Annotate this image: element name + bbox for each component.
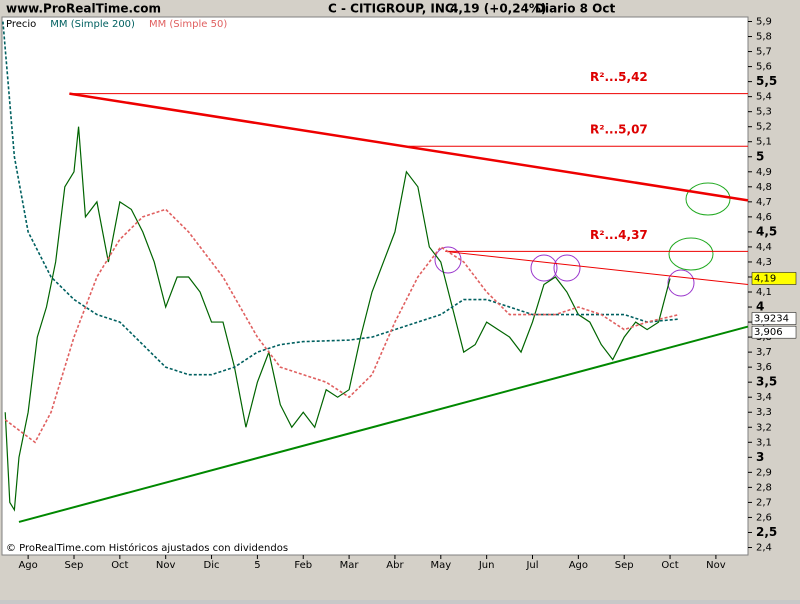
circle — [434, 246, 462, 274]
y-tick-label: 3,3 — [756, 407, 772, 418]
y-tick-label: 3,1 — [756, 437, 772, 448]
annotation: R²...5,42 — [590, 70, 648, 84]
x-tick-label: Ago — [569, 560, 588, 571]
series-line — [4, 126, 671, 512]
x-tick-label: Nov — [156, 560, 176, 571]
quote: 4,19 (+0,24%) — [450, 2, 546, 16]
trend-line — [18, 325, 749, 523]
y-tick-label: 5,7 — [756, 47, 772, 58]
x-tick-label: 5 — [254, 560, 260, 571]
price-tag-label: 3,9234 — [754, 314, 789, 325]
y-tick-label: 4,6 — [756, 212, 772, 223]
trend-line — [445, 250, 749, 285]
price-tag — [751, 312, 797, 325]
y-tick-label: 2,7 — [756, 497, 772, 508]
series-line — [2, 21, 680, 376]
x-tick-label: Sep — [65, 560, 84, 571]
y-tick-label: 4,1 — [756, 287, 772, 298]
x-tick-label: Ago — [18, 560, 37, 571]
y-tick-label: 5,8 — [756, 32, 772, 43]
y-tick-label: 3,5 — [756, 375, 777, 389]
annotation: R²...5,07 — [590, 123, 648, 137]
y-tick-label: 5 — [756, 149, 764, 163]
x-tick-label: Jun — [478, 560, 495, 571]
price-tag — [751, 325, 797, 339]
y-tick-label: 4,8 — [756, 182, 772, 193]
y-tick-label: 4,3 — [756, 257, 772, 268]
x-tick-label: Oct — [661, 560, 678, 571]
x-tick-label: Sep — [615, 560, 634, 571]
x-tick-label: Jul — [525, 560, 538, 571]
x-tick-label: Mar — [340, 560, 360, 571]
y-tick-label: 5,6 — [756, 62, 772, 73]
annotation: R²...4,37 — [590, 228, 648, 242]
price-tag-label: 4,19 — [754, 273, 776, 284]
y-tick-label: 4,9 — [756, 167, 772, 178]
y-tick-label: 5,2 — [756, 122, 772, 133]
y-tick-label: 2,9 — [756, 467, 772, 478]
y-tick-label: 2,6 — [756, 512, 772, 523]
y-tick-label: 5,1 — [756, 137, 772, 148]
trend-line — [69, 92, 749, 202]
legend: Precio MM (Simple 200) MM (Simple 50) — [6, 19, 227, 30]
footer: © ProRealTime.com Históricos ajustados c… — [6, 542, 288, 554]
legend-entry: Precio — [6, 19, 36, 30]
y-tick-label: 3,7 — [756, 347, 772, 358]
x-tick-label: Abr — [386, 560, 404, 571]
y-tick-label: 4,4 — [756, 242, 772, 253]
y-tick-label: 4 — [756, 300, 764, 314]
y-tick-label: 2,5 — [756, 525, 777, 539]
x-tick-label: Dic — [204, 560, 220, 571]
y-tick-label: 3,2 — [756, 422, 772, 433]
series-line — [4, 208, 680, 444]
x-tick-label: May — [430, 560, 451, 571]
y-tick-label: 2,8 — [756, 482, 772, 493]
y-tick-label: 5,4 — [756, 92, 772, 103]
y-tick-label: 3,6 — [756, 362, 772, 373]
circle — [667, 269, 695, 297]
period: Diario 8 Oct — [535, 2, 615, 16]
target-ellipse — [668, 237, 714, 271]
y-tick-label: 4,5 — [756, 224, 777, 238]
plot-area — [1, 16, 749, 556]
y-tick-label: 2,4 — [756, 542, 772, 553]
circle — [553, 254, 581, 282]
y-tick-label: 5,3 — [756, 107, 772, 118]
x-tick-label: Nov — [706, 560, 726, 571]
y-tick-label: 3 — [756, 450, 764, 464]
y-tick-label: 3,4 — [756, 392, 772, 403]
x-tick-label: Feb — [294, 560, 312, 571]
price-tag — [751, 272, 797, 285]
y-tick-label: 5,9 — [756, 17, 772, 28]
instrument: C - CITIGROUP, INC. — [328, 2, 458, 16]
y-tick-label: 5,5 — [756, 74, 777, 88]
y-tick-label: 4,7 — [756, 197, 772, 208]
legend-entry: MM (Simple 200) — [50, 19, 135, 30]
x-tick-label: Oct — [111, 560, 128, 571]
legend-entry: MM (Simple 50) — [149, 19, 227, 30]
site: www.ProRealTime.com — [6, 2, 161, 16]
price-tag-label: 3,906 — [754, 327, 783, 338]
target-ellipse — [685, 182, 731, 216]
circle — [530, 254, 558, 282]
